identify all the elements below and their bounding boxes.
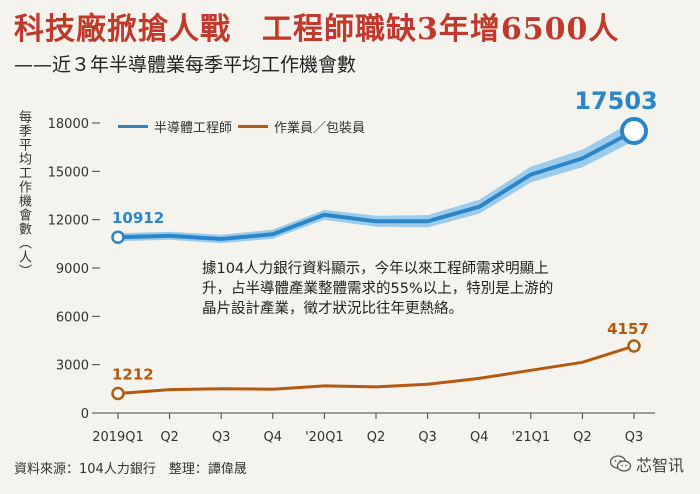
x-tick-label: '21Q1: [511, 430, 550, 445]
x-tick-label: Q2: [160, 430, 179, 445]
series-line-engineer: [117, 129, 635, 241]
watermark: 芯智讯: [609, 452, 684, 476]
series-line-operator: [117, 344, 635, 395]
y-tick-label: 3000: [56, 359, 89, 374]
legend-engineer: 半導體工程師: [118, 117, 232, 136]
y-tick-label: 18000: [48, 117, 89, 132]
y-tick-label: 0: [81, 407, 89, 422]
y-tick-label: 15000: [48, 165, 89, 180]
x-tick-label: Q3: [212, 430, 231, 445]
legend-operator: 作業員／包裝員: [238, 117, 365, 136]
annotation-text: 據104人力銀行資料顯示，今年以來工程師需求明顯上升，占半導體產業整體需求的55…: [202, 261, 554, 317]
wechat-icon: [609, 455, 632, 472]
chart-title: 科技廠掀搶人戰 工程師職缺3年增6500人: [14, 12, 620, 47]
series-band-engineer: [118, 121, 634, 244]
x-tick-label: Q4: [470, 430, 489, 445]
legend-label-engineer: 半導體工程師: [154, 121, 233, 136]
y-tick-label: 6000: [56, 310, 89, 325]
point-engineer-start: [111, 230, 125, 244]
data-label-engineer-start: 10912: [112, 209, 164, 227]
x-tick-label: Q3: [418, 430, 437, 445]
legend-swatch-operator: [238, 125, 268, 128]
data-label-engineer-end: 17503: [574, 87, 658, 115]
data-label-operator-end: 4157: [607, 320, 649, 338]
chart-subtitle: ——近３年半導體業每季平均工作機會數: [14, 54, 357, 76]
watermark-text: 芯智讯: [635, 456, 684, 475]
x-tick-label: 2019Q1: [92, 430, 144, 445]
x-tick-label: Q2: [367, 430, 386, 445]
y-axis-label: 每季平均工作機會數（人）: [16, 110, 31, 278]
y-tick-label: 9000: [56, 262, 89, 277]
source-note: 資料來源：104人力銀行 整理：譚偉晟: [14, 462, 247, 477]
legend-label-operator: 作業員／包裝員: [274, 121, 366, 136]
point-operator-end: [627, 339, 641, 353]
data-label-operator-start: 1212: [112, 365, 154, 383]
x-tick-label: '20Q1: [305, 430, 344, 445]
x-tick-label: Q3: [625, 430, 644, 445]
point-engineer-end: [620, 117, 648, 146]
legend-swatch-engineer: [118, 125, 148, 128]
x-tick-label: Q4: [264, 430, 283, 445]
y-tick-label: 12000: [48, 214, 89, 229]
point-operator-start: [111, 386, 125, 401]
x-tick-label: Q2: [573, 430, 592, 445]
